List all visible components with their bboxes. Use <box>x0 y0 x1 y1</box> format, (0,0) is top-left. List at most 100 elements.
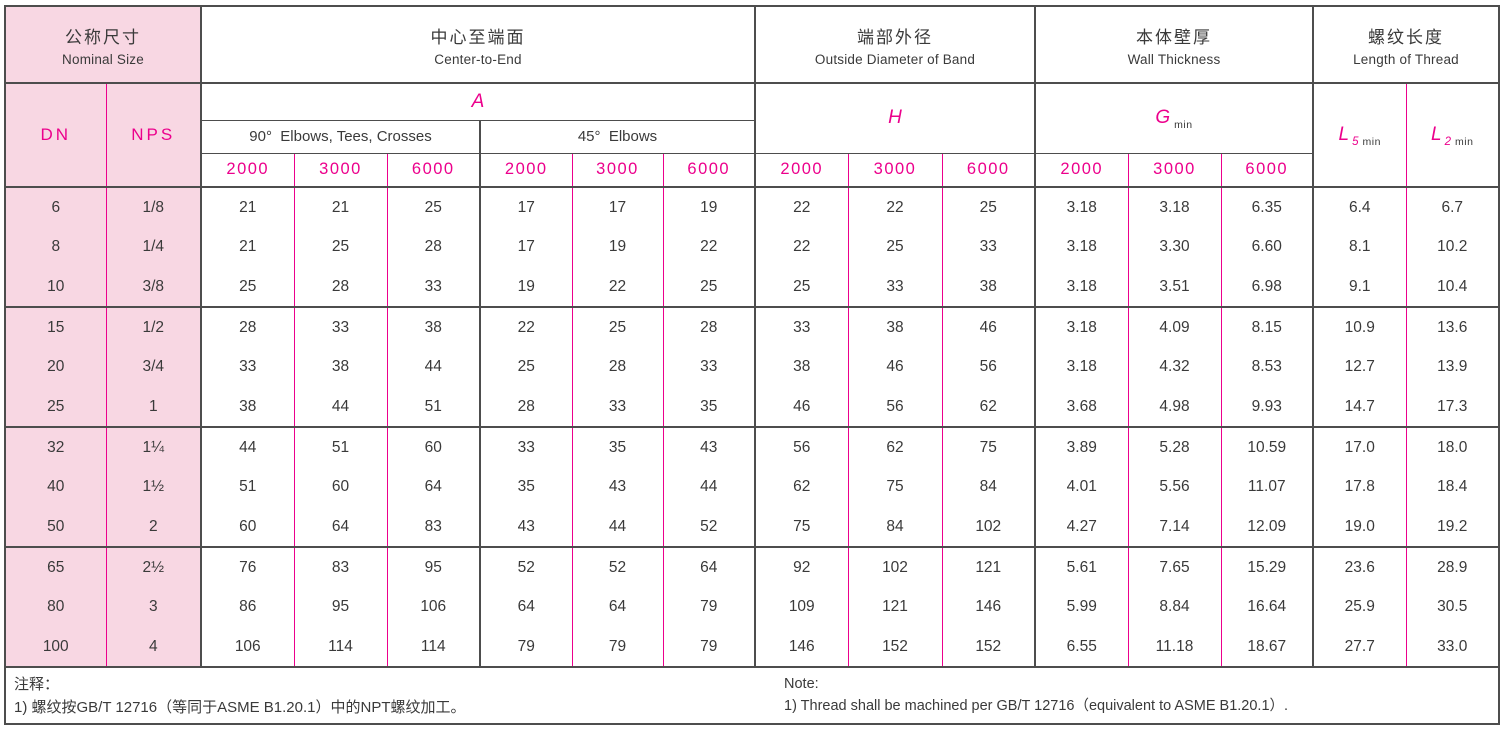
cell-a90-6000: 83 <box>387 507 481 548</box>
cell-a90-6000: 51 <box>387 387 481 428</box>
table-row: 20 3/4 33 38 44 25 28 33 38 46 56 3.18 4.32 8.53 … <box>5 347 1499 387</box>
cell-l2: 33.0 <box>1406 627 1499 668</box>
cell-h-6000: 84 <box>942 467 1036 507</box>
cell-dn: 20 <box>5 347 107 387</box>
cell-l2: 19.2 <box>1406 507 1499 548</box>
cell-h-6000: 56 <box>942 347 1036 387</box>
cell-a90-6000: 114 <box>387 627 481 668</box>
cell-l5: 14.7 <box>1313 387 1407 428</box>
cell-a90-3000: 33 <box>294 307 388 347</box>
cell-a90-3000: 83 <box>294 547 388 587</box>
cell-a45-6000: 33 <box>663 347 756 387</box>
symbol-l5-min: L 5 min <box>1313 83 1407 188</box>
cell-l5: 12.7 <box>1313 347 1407 387</box>
cell-a45-2000: 64 <box>480 587 573 627</box>
cell-dn: 32 <box>5 427 107 467</box>
cell-g-2000: 4.01 <box>1035 467 1129 507</box>
cell-nps: 3/4 <box>106 347 202 387</box>
wall-thickness-zh: 本体壁厚 <box>1136 27 1212 47</box>
cell-a90-2000: 33 <box>201 347 295 387</box>
cell-nps: 2½ <box>106 547 202 587</box>
class-header-g-3000: 3000 <box>1128 153 1222 188</box>
cell-l5: 8.1 <box>1313 227 1407 267</box>
cell-a45-6000: 64 <box>663 547 756 587</box>
cell-g-2000: 3.68 <box>1035 387 1129 428</box>
cell-a45-3000: 52 <box>572 547 664 587</box>
cell-a45-3000: 25 <box>572 307 664 347</box>
section-title-row: 公称尺寸 Nominal Size 中心至端面 Center-to-End 端部… <box>5 6 1499 84</box>
cell-h-3000: 121 <box>848 587 943 627</box>
cell-g-2000: 3.18 <box>1035 227 1129 267</box>
cell-h-2000: 38 <box>755 347 849 387</box>
header-wall-thickness: 本体壁厚 Wall Thickness <box>1035 6 1314 84</box>
cell-dn: 40 <box>5 467 107 507</box>
cell-h-2000: 22 <box>755 227 849 267</box>
cell-a90-6000: 44 <box>387 347 481 387</box>
cell-a90-2000: 60 <box>201 507 295 548</box>
cell-a45-2000: 52 <box>480 547 573 587</box>
header-center-to-end: 中心至端面 Center-to-End <box>201 6 756 84</box>
class-header-h-6000: 6000 <box>942 153 1036 188</box>
fitting-dimension-table: 公称尺寸 Nominal Size 中心至端面 Center-to-End 端部… <box>4 5 1500 725</box>
cell-g-3000: 7.65 <box>1128 547 1222 587</box>
table-row: 8 1/4 21 25 28 17 19 22 22 25 33 3.18 3.30 6.60 8… <box>5 227 1499 267</box>
cell-h-2000: 46 <box>755 387 849 428</box>
note-en-title: Note: <box>784 676 819 692</box>
cell-h-6000: 146 <box>942 587 1036 627</box>
symbol-h: H <box>755 83 1036 154</box>
cell-l5: 17.0 <box>1313 427 1407 467</box>
cell-a45-3000: 79 <box>572 627 664 668</box>
cell-l5: 25.9 <box>1313 587 1407 627</box>
cell-h-6000: 152 <box>942 627 1036 668</box>
symbol-l2-min: L 2 min <box>1406 83 1499 188</box>
cell-a90-2000: 28 <box>201 307 295 347</box>
nominal-size-en: Nominal Size <box>62 51 144 67</box>
cell-dn: 8 <box>5 227 107 267</box>
cell-h-3000: 33 <box>848 267 943 308</box>
cell-a45-3000: 28 <box>572 347 664 387</box>
header-nominal-size: 公称尺寸 Nominal Size <box>5 6 202 84</box>
cell-h-3000: 22 <box>848 187 943 227</box>
cell-dn: 50 <box>5 507 107 548</box>
cell-l5: 17.8 <box>1313 467 1407 507</box>
outside-diameter-zh: 端部外径 <box>857 27 933 47</box>
table-row: 25 1 38 44 51 28 33 35 46 56 62 3.68 4.98 9.93 14… <box>5 387 1499 428</box>
cell-a90-3000: 44 <box>294 387 388 428</box>
cell-a45-2000: 17 <box>480 187 573 227</box>
note-en-body: 1) Thread shall be machined per GB/T 127… <box>784 697 1289 714</box>
cell-g-6000: 18.67 <box>1221 627 1314 668</box>
cell-a90-3000: 64 <box>294 507 388 548</box>
cell-h-3000: 102 <box>848 547 943 587</box>
cell-h-3000: 25 <box>848 227 943 267</box>
cell-g-2000: 4.27 <box>1035 507 1129 548</box>
cell-h-6000: 38 <box>942 267 1036 308</box>
cell-g-3000: 8.84 <box>1128 587 1222 627</box>
cell-g-3000: 3.18 <box>1128 187 1222 227</box>
cell-g-6000: 8.15 <box>1221 307 1314 347</box>
table-row: 32 1¼ 44 51 60 33 35 43 56 62 75 3.89 5.28 10.59 … <box>5 427 1499 467</box>
cell-a45-6000: 52 <box>663 507 756 548</box>
cell-h-2000: 33 <box>755 307 849 347</box>
cell-h-2000: 109 <box>755 587 849 627</box>
cell-a90-6000: 64 <box>387 467 481 507</box>
cell-a90-2000: 21 <box>201 227 295 267</box>
cell-h-6000: 75 <box>942 427 1036 467</box>
cell-a90-6000: 33 <box>387 267 481 308</box>
cell-g-3000: 7.14 <box>1128 507 1222 548</box>
cell-dn: 80 <box>5 587 107 627</box>
cell-h-2000: 25 <box>755 267 849 308</box>
table-row: 50 2 60 64 83 43 44 52 75 84 102 4.27 7.14 12.09 … <box>5 507 1499 548</box>
table-row: 40 1½ 51 60 64 35 43 44 62 75 84 4.01 5.56 11.07 … <box>5 467 1499 507</box>
cell-g-6000: 8.53 <box>1221 347 1314 387</box>
cell-g-3000: 3.51 <box>1128 267 1222 308</box>
note-zh-body: 1) 螺纹按GB/T 12716（等同于ASME B1.20.1）中的NPT螺纹… <box>14 698 466 716</box>
cell-nps: 3 <box>106 587 202 627</box>
cell-h-2000: 62 <box>755 467 849 507</box>
cell-a90-2000: 38 <box>201 387 295 428</box>
symbol-a: A <box>201 83 756 121</box>
cell-g-3000: 3.30 <box>1128 227 1222 267</box>
cell-l2: 10.4 <box>1406 267 1499 308</box>
cell-g-3000: 5.28 <box>1128 427 1222 467</box>
